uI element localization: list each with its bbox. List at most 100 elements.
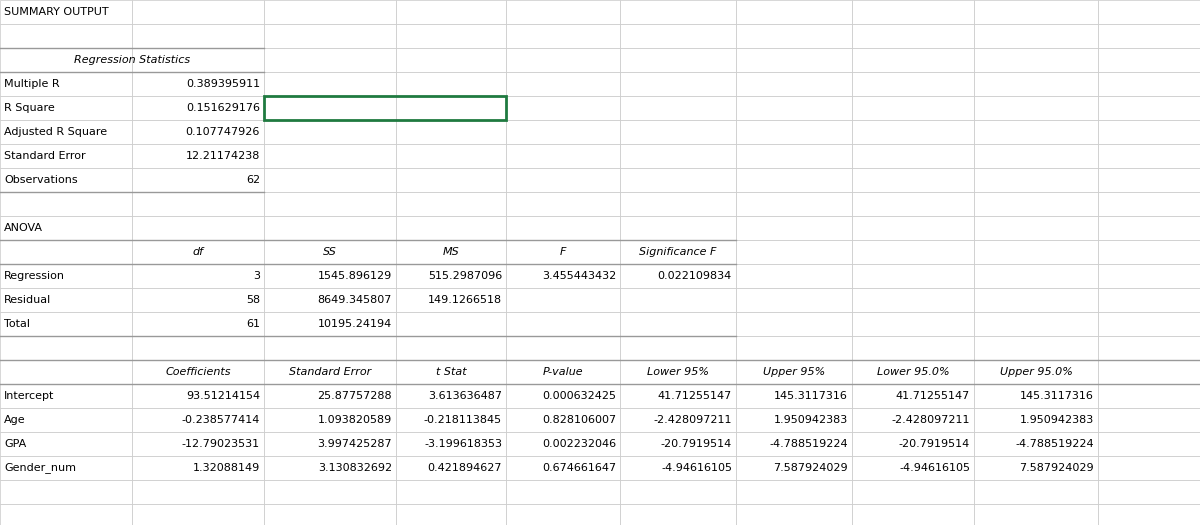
Bar [396,240,506,264]
Bar [0,432,132,456]
Bar [1098,120,1200,144]
Bar [852,240,974,264]
Bar [0,48,132,72]
Text: 0.421894627: 0.421894627 [427,463,502,473]
Bar [264,336,396,360]
Bar [506,144,620,168]
Bar [852,168,974,192]
Bar [974,312,1098,336]
Bar [0,264,132,288]
Bar [264,72,396,96]
Text: -2.428097211: -2.428097211 [654,415,732,425]
Bar [1098,168,1200,192]
Bar [736,192,852,216]
Bar [620,216,736,240]
Text: -4.94616105: -4.94616105 [661,463,732,473]
Bar [396,480,506,504]
Text: 0.828106007: 0.828106007 [542,415,616,425]
Text: Gender_num: Gender_num [4,463,76,474]
Bar [396,336,506,360]
Bar [132,240,264,264]
Bar [620,0,736,24]
Bar [852,144,974,168]
Bar [1098,96,1200,120]
Bar [132,48,264,72]
Bar [620,144,736,168]
Bar [264,504,396,525]
Bar [506,360,620,384]
Bar [506,504,620,525]
Bar [396,24,506,48]
Bar [132,216,264,240]
Bar [132,408,264,432]
Bar [1098,432,1200,456]
Bar [620,120,736,144]
Bar [620,336,736,360]
Bar [396,264,506,288]
Bar [0,192,132,216]
Bar [0,72,132,96]
Bar [396,144,506,168]
Bar [736,480,852,504]
Bar [1098,144,1200,168]
Bar [620,264,736,288]
Text: ANOVA: ANOVA [4,223,43,233]
Bar [974,408,1098,432]
Text: Lower 95%: Lower 95% [647,367,709,377]
Bar [1098,456,1200,480]
Text: -2.428097211: -2.428097211 [892,415,970,425]
Bar [852,336,974,360]
Bar [1098,504,1200,525]
Bar [264,240,396,264]
Bar [852,216,974,240]
Text: Multiple R: Multiple R [4,79,60,89]
Text: 1.950942383: 1.950942383 [774,415,848,425]
Text: Residual: Residual [4,295,52,305]
Bar [396,384,506,408]
Text: Standard Error: Standard Error [289,367,371,377]
Text: Adjusted R Square: Adjusted R Square [4,127,107,137]
Text: df: df [192,247,204,257]
Bar [396,456,506,480]
Bar [736,336,852,360]
Bar [396,168,506,192]
Text: 93.51214154: 93.51214154 [186,391,260,401]
Bar [736,264,852,288]
Bar [974,504,1098,525]
Bar [506,168,620,192]
Bar [736,384,852,408]
Text: 3.997425287: 3.997425287 [317,439,392,449]
Bar [506,264,620,288]
Bar [736,408,852,432]
Bar [506,456,620,480]
Text: 1.950942383: 1.950942383 [1020,415,1094,425]
Bar [132,264,264,288]
Bar [264,264,396,288]
Bar [620,192,736,216]
Bar [506,408,620,432]
Bar [736,144,852,168]
Bar [852,24,974,48]
Bar [620,48,736,72]
Bar [264,144,396,168]
Bar [506,72,620,96]
Bar [736,456,852,480]
Bar [852,384,974,408]
Text: Upper 95.0%: Upper 95.0% [1000,367,1073,377]
Bar [620,240,736,264]
Bar [736,240,852,264]
Bar [396,216,506,240]
Bar [974,264,1098,288]
Text: 0.389395911: 0.389395911 [186,79,260,89]
Bar [974,120,1098,144]
Bar [736,504,852,525]
Bar [1098,288,1200,312]
Bar [974,216,1098,240]
Bar [974,168,1098,192]
Bar [0,168,132,192]
Text: 0.002232046: 0.002232046 [542,439,616,449]
Bar [1098,72,1200,96]
Text: Observations: Observations [4,175,78,185]
Bar [736,120,852,144]
Bar [506,192,620,216]
